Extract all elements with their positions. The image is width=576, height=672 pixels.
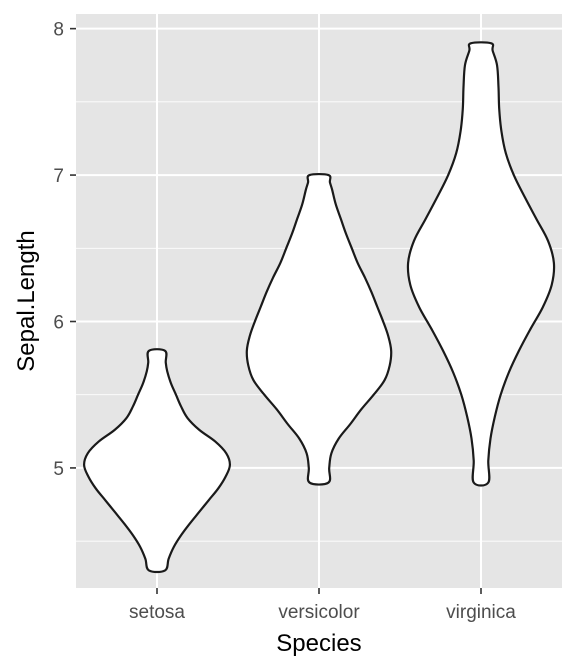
violins [82,41,556,574]
violin-versicolor [245,172,393,486]
x-tick-label-virginica: virginica [446,602,516,623]
y-axis: 5 6 7 8 [53,20,76,480]
x-axis-title: Species [276,630,361,657]
y-tick-label: 8 [53,20,64,41]
y-tick-label: 6 [53,313,64,334]
y-tick-label: 7 [53,166,64,187]
y-axis-title: Sepal.Length [13,230,40,371]
violin-setosa [82,348,232,574]
x-axis: setosa versicolor virginica [129,588,516,623]
violin-virginica [406,41,556,487]
y-tick-label: 5 [53,459,64,480]
x-tick-label-versicolor: versicolor [278,602,360,623]
x-tick-label-setosa: setosa [129,602,185,623]
